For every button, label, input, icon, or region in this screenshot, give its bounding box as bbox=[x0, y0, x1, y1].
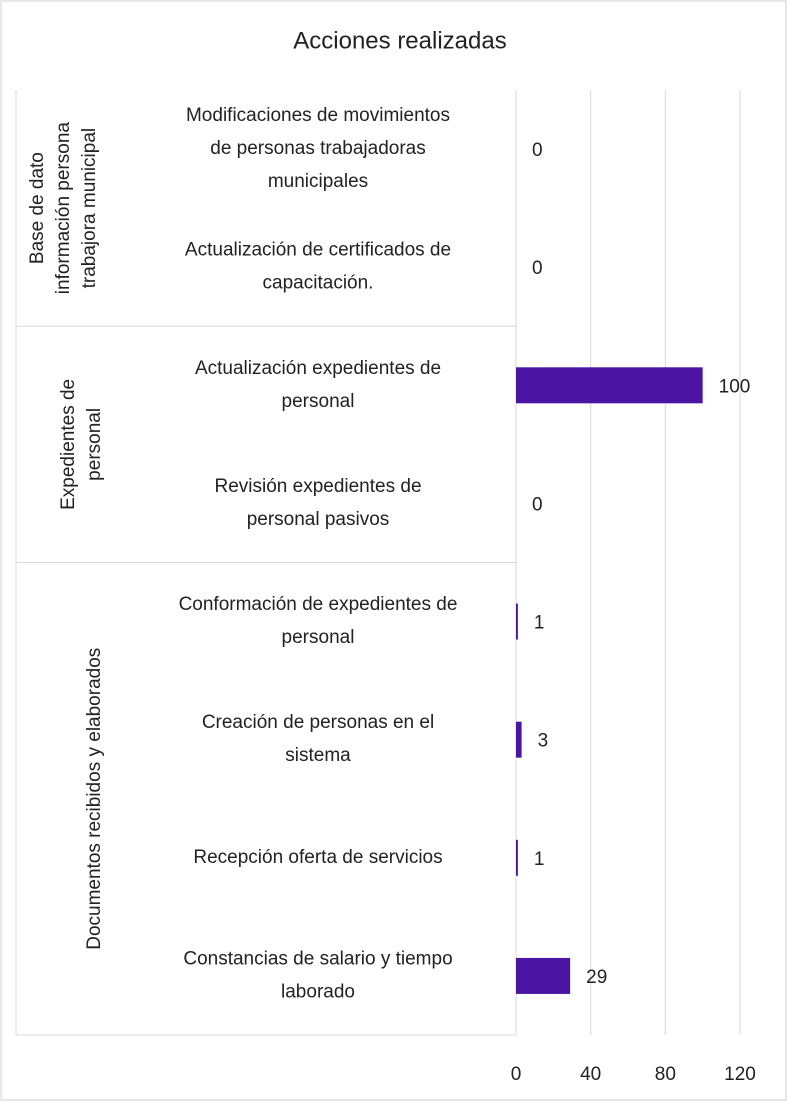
category-label: Revisión expedientes de personal pasivos bbox=[214, 476, 421, 530]
group-label: Expedientes de personal bbox=[58, 379, 105, 510]
category-label: Creación de personas en el sistema bbox=[202, 712, 434, 766]
category-label: Modificaciones de movimientos de personas… bbox=[186, 105, 450, 192]
bar bbox=[516, 367, 703, 404]
x-tick-label: 40 bbox=[580, 1064, 601, 1085]
bar bbox=[516, 721, 522, 758]
group-label: Documentos recibidos y elaborados bbox=[84, 648, 105, 950]
value-label: 0 bbox=[532, 140, 543, 161]
category-label: Actualización de certificados de capacita… bbox=[185, 240, 451, 294]
bar bbox=[516, 603, 518, 640]
value-label: 3 bbox=[538, 731, 549, 752]
value-label: 1 bbox=[534, 849, 545, 870]
value-label: 0 bbox=[532, 258, 543, 279]
value-label: 29 bbox=[586, 967, 607, 988]
x-tick-label: 120 bbox=[724, 1064, 756, 1085]
category-label: Constancias de salario y tiempo laborado bbox=[183, 948, 452, 1002]
chart-title: Acciones realizadas bbox=[293, 27, 506, 54]
group-label: Base de dato información persona trabajora… bbox=[27, 122, 100, 295]
value-label: 0 bbox=[532, 494, 543, 515]
x-tick-label: 80 bbox=[655, 1064, 676, 1085]
x-tick-label: 0 bbox=[511, 1064, 522, 1085]
value-label: 1 bbox=[534, 613, 545, 634]
category-label: Actualización expedientes de personal bbox=[195, 358, 441, 412]
value-label: 100 bbox=[719, 376, 751, 397]
category-label: Conformación de expedientes de personal bbox=[179, 594, 458, 648]
bar bbox=[516, 839, 518, 876]
category-label: Recepción oferta de servicios bbox=[193, 847, 442, 868]
bar bbox=[516, 957, 571, 994]
